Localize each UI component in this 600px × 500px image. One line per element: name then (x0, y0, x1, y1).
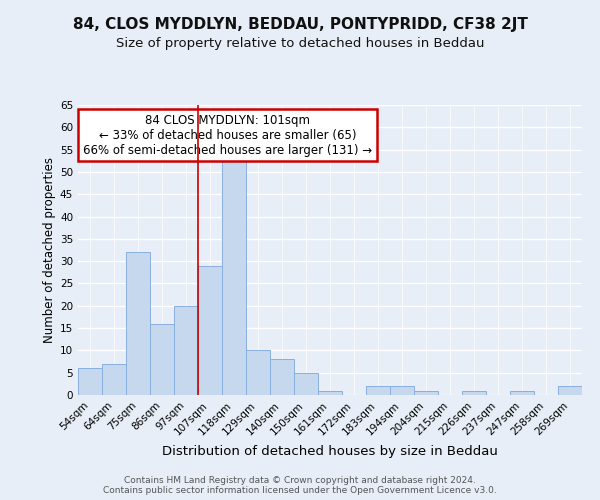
Bar (390, 386, 414, 395)
Text: Contains public sector information licensed under the Open Government Licence v3: Contains public sector information licen… (103, 486, 497, 495)
Bar (414, 390, 438, 395)
Bar (78, 368, 102, 395)
Text: 84, CLOS MYDDLYN, BEDDAU, PONTYPRIDD, CF38 2JT: 84, CLOS MYDDLYN, BEDDAU, PONTYPRIDD, CF… (73, 18, 527, 32)
Bar (198, 266, 222, 395)
Bar (102, 364, 126, 395)
Text: Contains HM Land Registry data © Crown copyright and database right 2024.: Contains HM Land Registry data © Crown c… (124, 476, 476, 485)
Y-axis label: Number of detached properties: Number of detached properties (43, 157, 56, 343)
Bar (318, 390, 342, 395)
Bar (558, 386, 582, 395)
Bar (174, 306, 198, 395)
Bar (462, 390, 486, 395)
X-axis label: Distribution of detached houses by size in Beddau: Distribution of detached houses by size … (162, 445, 498, 458)
Text: Size of property relative to detached houses in Beddau: Size of property relative to detached ho… (116, 38, 484, 51)
Bar (294, 372, 318, 395)
Bar (126, 252, 150, 395)
Bar (150, 324, 174, 395)
Bar (270, 360, 294, 395)
Bar (510, 390, 534, 395)
Bar (222, 154, 246, 395)
Text: 84 CLOS MYDDLYN: 101sqm
← 33% of detached houses are smaller (65)
66% of semi-de: 84 CLOS MYDDLYN: 101sqm ← 33% of detache… (83, 114, 372, 156)
Bar (246, 350, 270, 395)
Bar (366, 386, 390, 395)
